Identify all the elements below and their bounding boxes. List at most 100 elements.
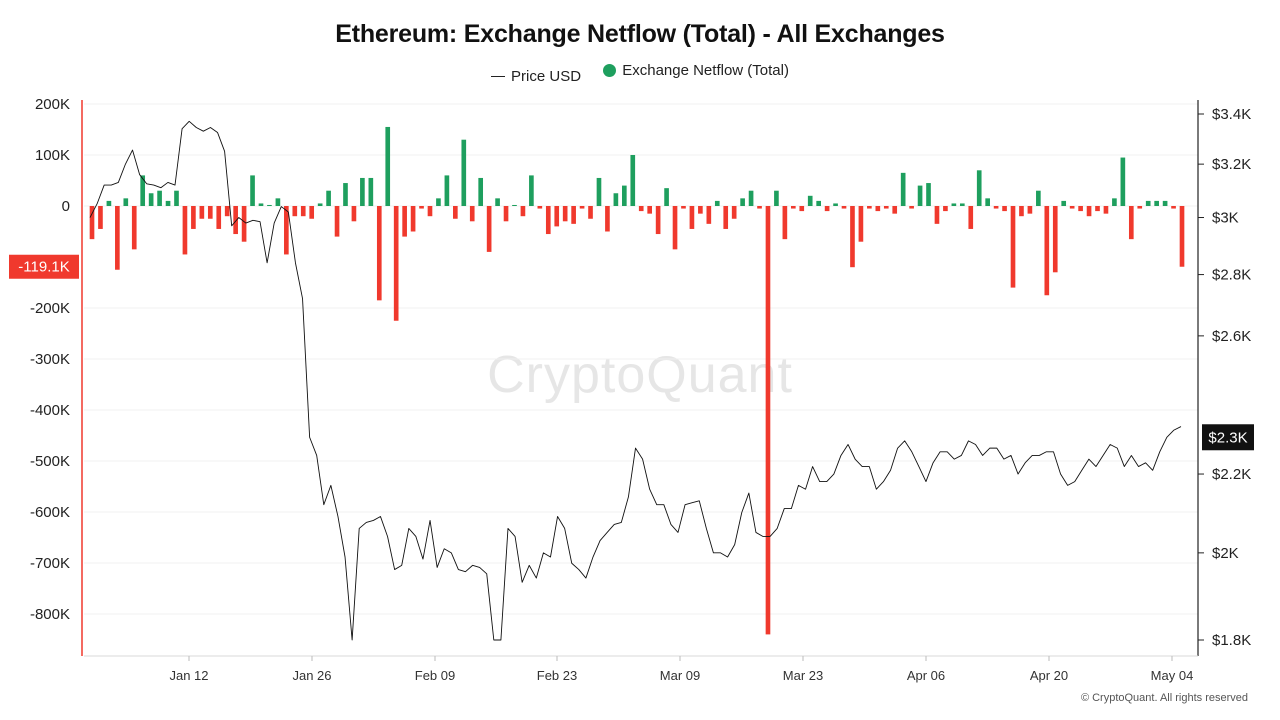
netflow-bar xyxy=(883,206,889,209)
netflow-bar xyxy=(478,177,484,206)
netflow-bar xyxy=(512,204,517,206)
netflow-bar xyxy=(1137,206,1143,209)
netflow-bar xyxy=(89,206,95,240)
legend-label-price: Price USD xyxy=(511,68,582,85)
x-tick-label: Apr 06 xyxy=(907,668,945,683)
netflow-bar xyxy=(833,203,838,206)
legend-item-netflow[interactable]: Exchange Netflow (Total) xyxy=(603,62,789,79)
copyright-footer: © CryptoQuant. All rights reserved xyxy=(1080,692,1248,704)
netflow-bar xyxy=(824,206,830,212)
left-tick-label: -700K xyxy=(30,555,70,572)
netflow-bar xyxy=(1019,206,1024,217)
left-tick-label: -500K xyxy=(30,453,70,470)
netflow-bar xyxy=(681,206,686,209)
x-tick-label: Jan 26 xyxy=(292,668,331,683)
right-tick-label: $2K xyxy=(1212,545,1239,562)
netflow-bar xyxy=(672,206,678,250)
netflow-bar xyxy=(1112,198,1117,206)
netflow-bar xyxy=(233,206,238,235)
netflow-bar xyxy=(250,175,255,206)
netflow-bar xyxy=(571,206,576,224)
netflow-bar xyxy=(816,200,821,206)
netflow-bar xyxy=(588,206,593,219)
x-tick-label: Jan 12 xyxy=(169,668,208,683)
right-tick-label: $1.8K xyxy=(1212,632,1251,649)
netflow-bar xyxy=(605,206,610,232)
netflow-bar xyxy=(224,206,230,217)
netflow-bar xyxy=(410,206,416,232)
netflow-bar xyxy=(790,206,796,209)
netflow-bar xyxy=(385,126,391,206)
legend-label-netflow: Exchange Netflow (Total) xyxy=(622,62,789,79)
legend-line-swatch xyxy=(491,76,506,77)
netflow-bar xyxy=(630,155,636,206)
netflow-bar xyxy=(241,206,247,242)
netflow-bar xyxy=(1069,206,1075,209)
netflow-bar xyxy=(714,200,720,206)
x-tick-label: Feb 23 xyxy=(537,668,577,683)
netflow-bar xyxy=(157,190,162,206)
right-tick-label: $2.6K xyxy=(1212,328,1251,345)
current-price-badge xyxy=(1202,424,1254,451)
netflow-bar xyxy=(757,206,762,209)
netflow-bar xyxy=(1078,206,1083,212)
netflow-bar xyxy=(453,206,458,219)
netflow-bars xyxy=(89,126,1185,635)
netflow-bar xyxy=(706,206,712,224)
netflow-bar xyxy=(419,206,424,209)
x-tick-label: Mar 23 xyxy=(783,668,823,683)
netflow-bar xyxy=(495,198,500,206)
netflow-bar xyxy=(469,206,475,222)
axes xyxy=(81,100,1199,657)
right-tick-label: $3K xyxy=(1212,210,1239,227)
current-price-label: $2.3K xyxy=(1208,429,1247,446)
left-tick-label: -400K xyxy=(30,402,70,419)
netflow-bar xyxy=(1036,190,1041,206)
legend-item-price[interactable]: Price USD xyxy=(491,68,581,85)
netflow-bar xyxy=(529,175,534,206)
right-tick-label: $3.2K xyxy=(1212,156,1251,173)
netflow-bar xyxy=(723,206,729,229)
x-tick-label: May 04 xyxy=(1151,668,1194,683)
netflow-bar xyxy=(1171,206,1176,209)
netflow-bar xyxy=(317,203,323,206)
netflow-bar xyxy=(562,206,568,222)
netflow-bar xyxy=(199,206,205,219)
right-tick-label: $2.8K xyxy=(1212,267,1251,284)
netflow-bar xyxy=(284,206,289,255)
netflow-bar xyxy=(622,185,627,206)
left-tick-label: -300K xyxy=(30,351,70,368)
netflow-bar xyxy=(376,206,382,301)
netflow-bar xyxy=(1027,206,1033,214)
netflow-bar xyxy=(292,206,298,217)
netflow-bar xyxy=(799,206,805,212)
netflow-bar xyxy=(267,204,272,206)
legend: Price USD Exchange Netflow (Total) xyxy=(0,62,1280,85)
netflow-bar xyxy=(444,175,450,206)
netflow-bar xyxy=(275,198,281,206)
netflow-bar xyxy=(858,206,864,242)
netflow-bar xyxy=(258,203,264,206)
netflow-bar xyxy=(393,206,399,321)
netflow-bar xyxy=(216,206,222,229)
netflow-bar xyxy=(174,190,179,206)
netflow-bar xyxy=(1010,206,1016,288)
left-tick-label: 200K xyxy=(35,96,70,113)
left-tick-label: 0 xyxy=(62,198,70,215)
netflow-bar xyxy=(123,198,129,206)
netflow-bar xyxy=(360,177,365,206)
netflow-bar xyxy=(655,206,661,235)
netflow-bar xyxy=(1162,200,1168,206)
netflow-bar xyxy=(943,206,948,212)
netflow-bar xyxy=(1044,206,1050,296)
netflow-bar xyxy=(1086,206,1092,217)
netflow-bar xyxy=(1095,206,1100,212)
netflow-bar xyxy=(1061,200,1067,206)
right-tick-label: $2.2K xyxy=(1212,466,1251,483)
netflow-bar xyxy=(300,206,306,217)
netflow-bar xyxy=(774,190,779,206)
netflow-bar xyxy=(647,206,652,214)
netflow-bar xyxy=(461,139,467,206)
netflow-bar xyxy=(1103,206,1109,214)
